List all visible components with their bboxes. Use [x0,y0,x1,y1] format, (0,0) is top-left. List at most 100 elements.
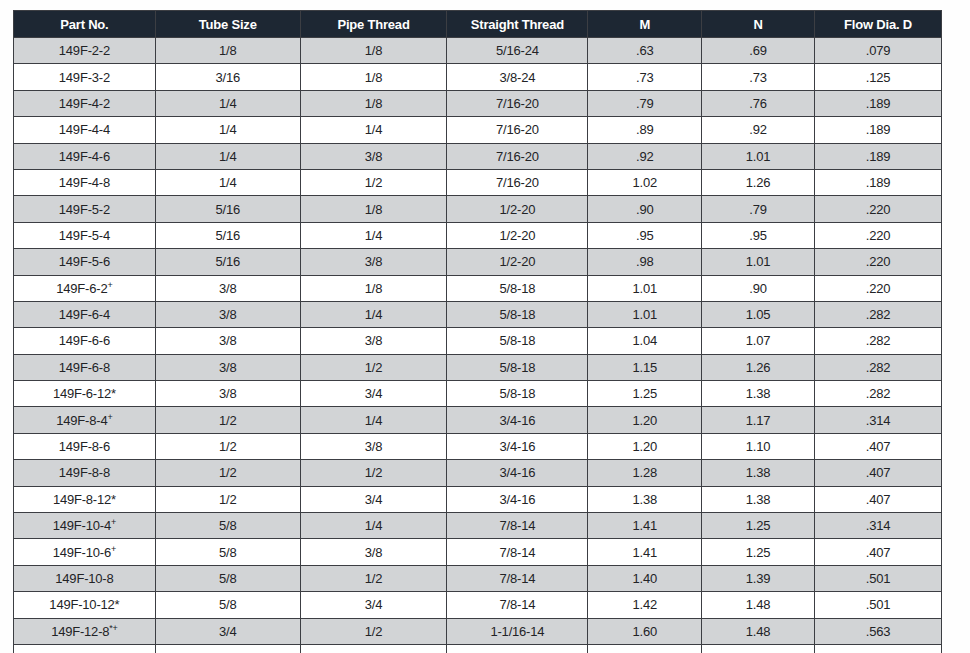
cell-part-no: 149F-10-6+ [14,539,156,565]
cell-part-no: 149F-12-12* [14,644,156,653]
cell-m: .90 [588,196,702,222]
cell-tube-size: 3/8 [155,381,300,407]
cell-flow-dia: .407 [815,486,942,512]
cell-flow-dia: .282 [815,301,942,327]
cell-straight-thread: 7/16-20 [447,117,588,143]
column-header: Flow Dia. D [815,11,942,38]
cell-m: 1.41 [588,539,702,565]
part-no-text: 149F-6-6 [59,333,110,348]
cell-part-no: 149F-10-12* [14,592,156,618]
cell-tube-size: 1/2 [155,486,300,512]
cell-n: 1.39 [702,565,815,591]
cell-m: .89 [588,117,702,143]
part-no-text: 149F-6-8 [59,360,110,375]
cell-m: 1.41 [588,513,702,539]
part-no-text: 149F-8-8 [59,465,110,480]
cell-m: .73 [588,64,702,90]
cell-m: 1.42 [588,592,702,618]
part-no-text: 149F-8-4 [56,413,107,428]
cell-pipe-thread: 3/4 [300,381,447,407]
cell-n: 1.05 [702,301,815,327]
cell-tube-size: 5/8 [155,565,300,591]
part-no-text: 149F-6-2 [56,281,107,296]
cell-m: .95 [588,222,702,248]
cell-tube-size: 1/2 [155,407,300,433]
cell-m: .79 [588,90,702,116]
cell-part-no: 149F-8-8 [14,460,156,486]
cell-part-no: 149F-4-8 [14,169,156,195]
cell-m: .98 [588,249,702,275]
cell-pipe-thread: 1/2 [300,169,447,195]
cell-n: 1.25 [702,539,815,565]
part-no-text: 149F-3-2 [59,70,110,85]
cell-n: .79 [702,196,815,222]
cell-n: .95 [702,222,815,248]
cell-flow-dia: .220 [815,196,942,222]
table-body: 149F-2-2 1/8 1/8 5/16-24 .63 .69 .079 14… [14,38,942,653]
cell-m: 1.28 [588,460,702,486]
table-row: 149F-12-8*+ 3/4 1/2 1-1/16-14 1.60 1.48 … [14,618,942,644]
cell-n: .76 [702,90,815,116]
cell-part-no: 149F-5-4 [14,222,156,248]
column-header: Pipe Thread [300,11,447,38]
table-row: 149F-5-2 5/16 1/8 1/2-20 .90 .79 .220 [14,196,942,222]
table-row: 149F-4-8 1/4 1/2 7/16-20 1.02 1.26 .189 [14,169,942,195]
table-row: 149F-4-4 1/4 1/4 7/16-20 .89 .92 .189 [14,117,942,143]
table-row: 149F-10-12* 5/8 3/4 7/8-14 1.42 1.48 .50… [14,592,942,618]
cell-n: .90 [702,275,815,301]
cell-n: 1.10 [702,433,815,459]
cell-tube-size: 5/8 [155,592,300,618]
cell-part-no: 149F-4-2 [14,90,156,116]
table-row: 149F-8-8 1/2 1/2 3/4-16 1.28 1.38 .407 [14,460,942,486]
cell-m: 1.01 [588,301,702,327]
table-row: 149F-6-12* 3/8 3/4 5/8-18 1.25 1.38 .282 [14,381,942,407]
cell-tube-size: 5/16 [155,222,300,248]
part-no-text: 149F-6-12* [53,386,116,401]
table-row: 149F-6-2+ 3/8 1/8 5/8-18 1.01 .90 .220 [14,275,942,301]
cell-pipe-thread: 1/8 [300,64,447,90]
cell-straight-thread: 5/8-18 [447,301,588,327]
part-no-text: 149F-4-2 [59,96,110,111]
cell-pipe-thread: 1/8 [300,38,447,64]
cell-flow-dia: .407 [815,539,942,565]
column-header: Part No. [14,11,156,38]
cell-straight-thread: 7/8-14 [447,513,588,539]
cell-pipe-thread: 3/8 [300,249,447,275]
table-row: 149F-3-2 3/16 1/8 3/8-24 .73 .73 .125 [14,64,942,90]
cell-pipe-thread: 1/8 [300,90,447,116]
table-row: 149F-2-2 1/8 1/8 5/16-24 .63 .69 .079 [14,38,942,64]
column-header: Straight Thread [447,11,588,38]
cell-n: 1.26 [702,354,815,380]
cell-flow-dia: .189 [815,143,942,169]
cell-n: 1.07 [702,328,815,354]
table-row: 149F-5-4 5/16 1/4 1/2-20 .95 .95 .220 [14,222,942,248]
cell-flow-dia: .282 [815,328,942,354]
cell-flow-dia: .220 [815,275,942,301]
cell-straight-thread: 7/16-20 [447,169,588,195]
cell-flow-dia: .220 [815,222,942,248]
cell-pipe-thread: 1/2 [300,565,447,591]
cell-straight-thread: 1-1/16-14 [447,618,588,644]
table-row: 149F-6-6 3/8 3/8 5/8-18 1.04 1.07 .282 [14,328,942,354]
part-no-text: 149F-5-4 [59,228,110,243]
cell-tube-size: 1/4 [155,169,300,195]
cell-flow-dia: .314 [815,513,942,539]
cell-flow-dia: .314 [815,407,942,433]
cell-m: 1.60 [588,644,702,653]
cell-part-no: 149F-4-4 [14,117,156,143]
cell-tube-size: 1/2 [155,460,300,486]
cell-straight-thread: 7/8-14 [447,539,588,565]
cell-straight-thread: 7/16-20 [447,143,588,169]
cell-n: 1.48 [702,592,815,618]
cell-straight-thread: 1/2-20 [447,196,588,222]
cell-part-no: 149F-2-2 [14,38,156,64]
cell-m: .92 [588,143,702,169]
cell-tube-size: 5/8 [155,513,300,539]
table-row: 149F-5-6 5/16 3/8 1/2-20 .98 1.01 .220 [14,249,942,275]
part-no-text: 149F-8-12* [53,492,116,507]
cell-pipe-thread: 3/4 [300,644,447,653]
cell-pipe-thread: 1/2 [300,354,447,380]
cell-m: 1.60 [588,618,702,644]
cell-straight-thread: 5/16-24 [447,38,588,64]
cell-n: 1.01 [702,249,815,275]
